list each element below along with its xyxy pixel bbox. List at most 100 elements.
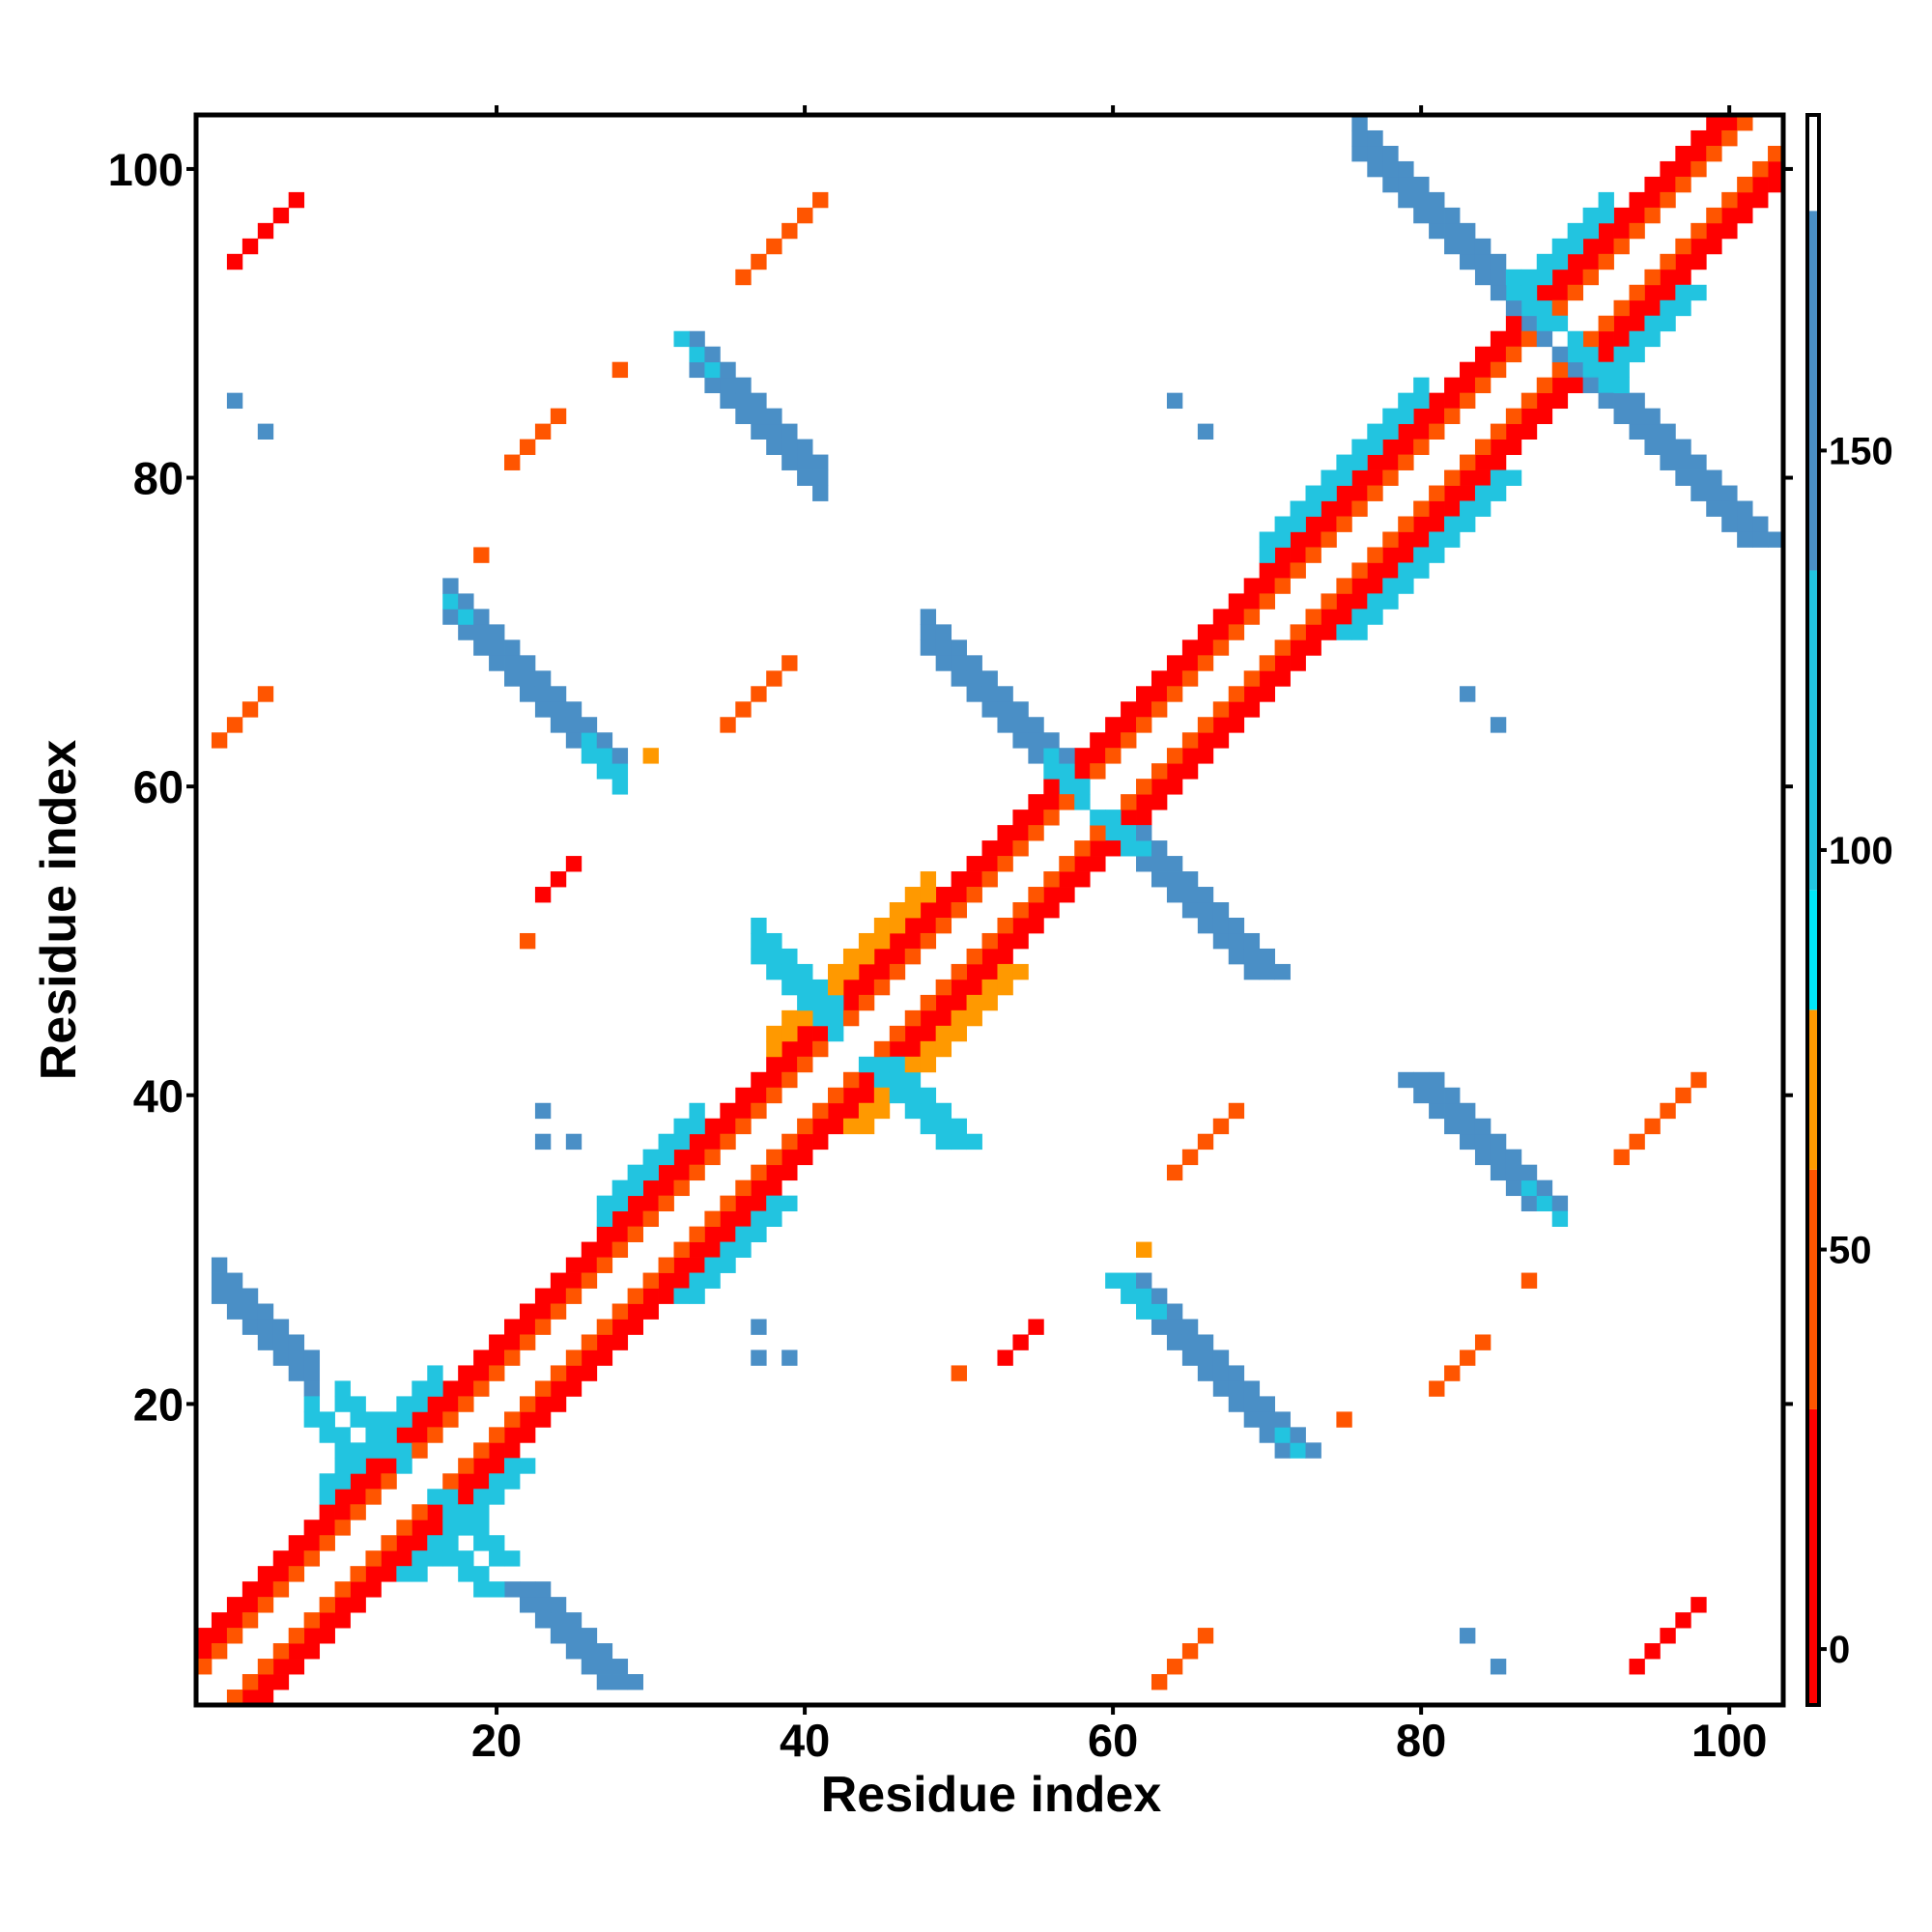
heatmap-cell — [1181, 1350, 1199, 1366]
heatmap-cell — [565, 717, 582, 733]
heatmap-cell — [828, 1087, 844, 1104]
heatmap-cell — [288, 1643, 305, 1660]
heatmap-cell — [735, 701, 752, 718]
heatmap-cell — [1505, 423, 1522, 440]
heatmap-cell — [689, 1118, 705, 1135]
heatmap-cell — [751, 686, 767, 702]
heatmap-cell — [1706, 485, 1722, 501]
heatmap-cell — [751, 1195, 767, 1212]
heatmap-cell — [704, 346, 721, 363]
heatmap-cell — [196, 1659, 213, 1675]
heatmap-cell — [1290, 500, 1306, 517]
heatmap-cell — [935, 624, 952, 640]
heatmap-cell — [1613, 299, 1630, 317]
heatmap-cell — [1228, 1396, 1245, 1412]
heatmap-cell — [658, 1195, 674, 1212]
heatmap-cell — [920, 1056, 937, 1073]
heatmap-cell — [1675, 1612, 1691, 1629]
heatmap-cell — [673, 1179, 690, 1197]
heatmap-cell — [242, 1612, 259, 1629]
heatmap-cell — [489, 1350, 505, 1366]
heatmap-cell — [904, 1056, 922, 1073]
heatmap-cell — [1151, 856, 1168, 872]
heatmap-cell — [1460, 222, 1476, 240]
heatmap-cell — [1721, 485, 1738, 501]
heatmap-cell — [1752, 191, 1769, 209]
heatmap-cell — [858, 948, 875, 965]
heatmap-cell — [828, 1025, 844, 1042]
heatmap-cell — [997, 701, 1013, 718]
heatmap-cell — [1274, 639, 1291, 656]
heatmap-cell — [1136, 810, 1152, 826]
heatmap-cell — [889, 902, 906, 919]
heatmap-cell — [1382, 547, 1399, 563]
heatmap-cell — [1259, 1411, 1276, 1428]
heatmap-cell — [534, 1303, 552, 1320]
heatmap-cell — [766, 1149, 782, 1166]
heatmap-cell — [1243, 932, 1261, 950]
heatmap-cell — [1490, 454, 1507, 470]
heatmap-cell — [1644, 408, 1661, 425]
heatmap-cell — [951, 902, 967, 919]
heatmap-cell — [1490, 1133, 1507, 1151]
heatmap-cell — [751, 1319, 767, 1335]
heatmap-cell — [1043, 871, 1060, 888]
heatmap-cell — [581, 1659, 598, 1675]
heatmap-cell — [966, 948, 982, 965]
heatmap-cell — [473, 1473, 490, 1490]
heatmap-cell — [442, 1550, 459, 1567]
heatmap-cell — [1043, 794, 1060, 810]
heatmap-cell — [642, 1179, 659, 1197]
heatmap-cell — [565, 1628, 582, 1644]
heatmap-cell — [951, 655, 967, 671]
heatmap-cell — [720, 1210, 736, 1228]
heatmap-cell — [1259, 1396, 1276, 1412]
heatmap-cell — [1259, 531, 1276, 548]
heatmap-cell — [1059, 887, 1075, 903]
heatmap-cell — [1520, 269, 1538, 286]
heatmap-cell — [935, 1133, 952, 1151]
heatmap-cell — [781, 1056, 798, 1073]
heatmap-cell — [1567, 238, 1584, 255]
heatmap-cell — [1243, 963, 1261, 980]
heatmap-cell — [550, 1272, 567, 1289]
heatmap-cell — [1413, 1071, 1430, 1089]
heatmap-cell — [1490, 361, 1507, 379]
heatmap-cell — [334, 1520, 351, 1536]
heatmap-cell — [642, 748, 659, 764]
heatmap-cell — [473, 1380, 490, 1397]
heatmap-cell — [288, 191, 305, 209]
heatmap-cell — [966, 994, 982, 1011]
heatmap-cell — [1121, 810, 1137, 826]
heatmap-cell — [1212, 932, 1230, 950]
heatmap-cell — [1212, 701, 1230, 718]
heatmap-cell — [1505, 1179, 1522, 1197]
heatmap-cell — [842, 979, 860, 996]
heatmap-cell — [1429, 1102, 1445, 1120]
heatmap-cell — [1028, 902, 1044, 919]
heatmap-cell — [1228, 932, 1245, 950]
heatmap-cell — [1490, 439, 1507, 455]
heatmap-cell — [1012, 963, 1029, 980]
heatmap-cell — [1367, 547, 1383, 563]
heatmap-cell — [951, 1118, 967, 1135]
heatmap-cell — [1460, 392, 1476, 410]
heatmap-cell — [1413, 531, 1430, 548]
heatmap-cell — [842, 1087, 860, 1104]
heatmap-cell — [1166, 887, 1183, 903]
heatmap-cell — [473, 1581, 490, 1598]
heatmap-cell — [1290, 516, 1306, 532]
heatmap-cell — [581, 1257, 598, 1273]
heatmap-cell — [1551, 377, 1569, 394]
heatmap-cell — [1567, 284, 1584, 301]
heatmap-cell — [1382, 145, 1399, 162]
heatmap-cell — [966, 686, 982, 702]
heatmap-cell — [1012, 717, 1029, 733]
plot-frame — [193, 112, 1786, 1708]
heatmap-cell — [1444, 408, 1461, 425]
heatmap-cell — [1413, 547, 1430, 563]
heatmap-cell — [1737, 191, 1753, 209]
heatmap-cell — [596, 1674, 613, 1690]
heatmap-cell — [1181, 902, 1199, 919]
heatmap-cell — [257, 686, 274, 702]
